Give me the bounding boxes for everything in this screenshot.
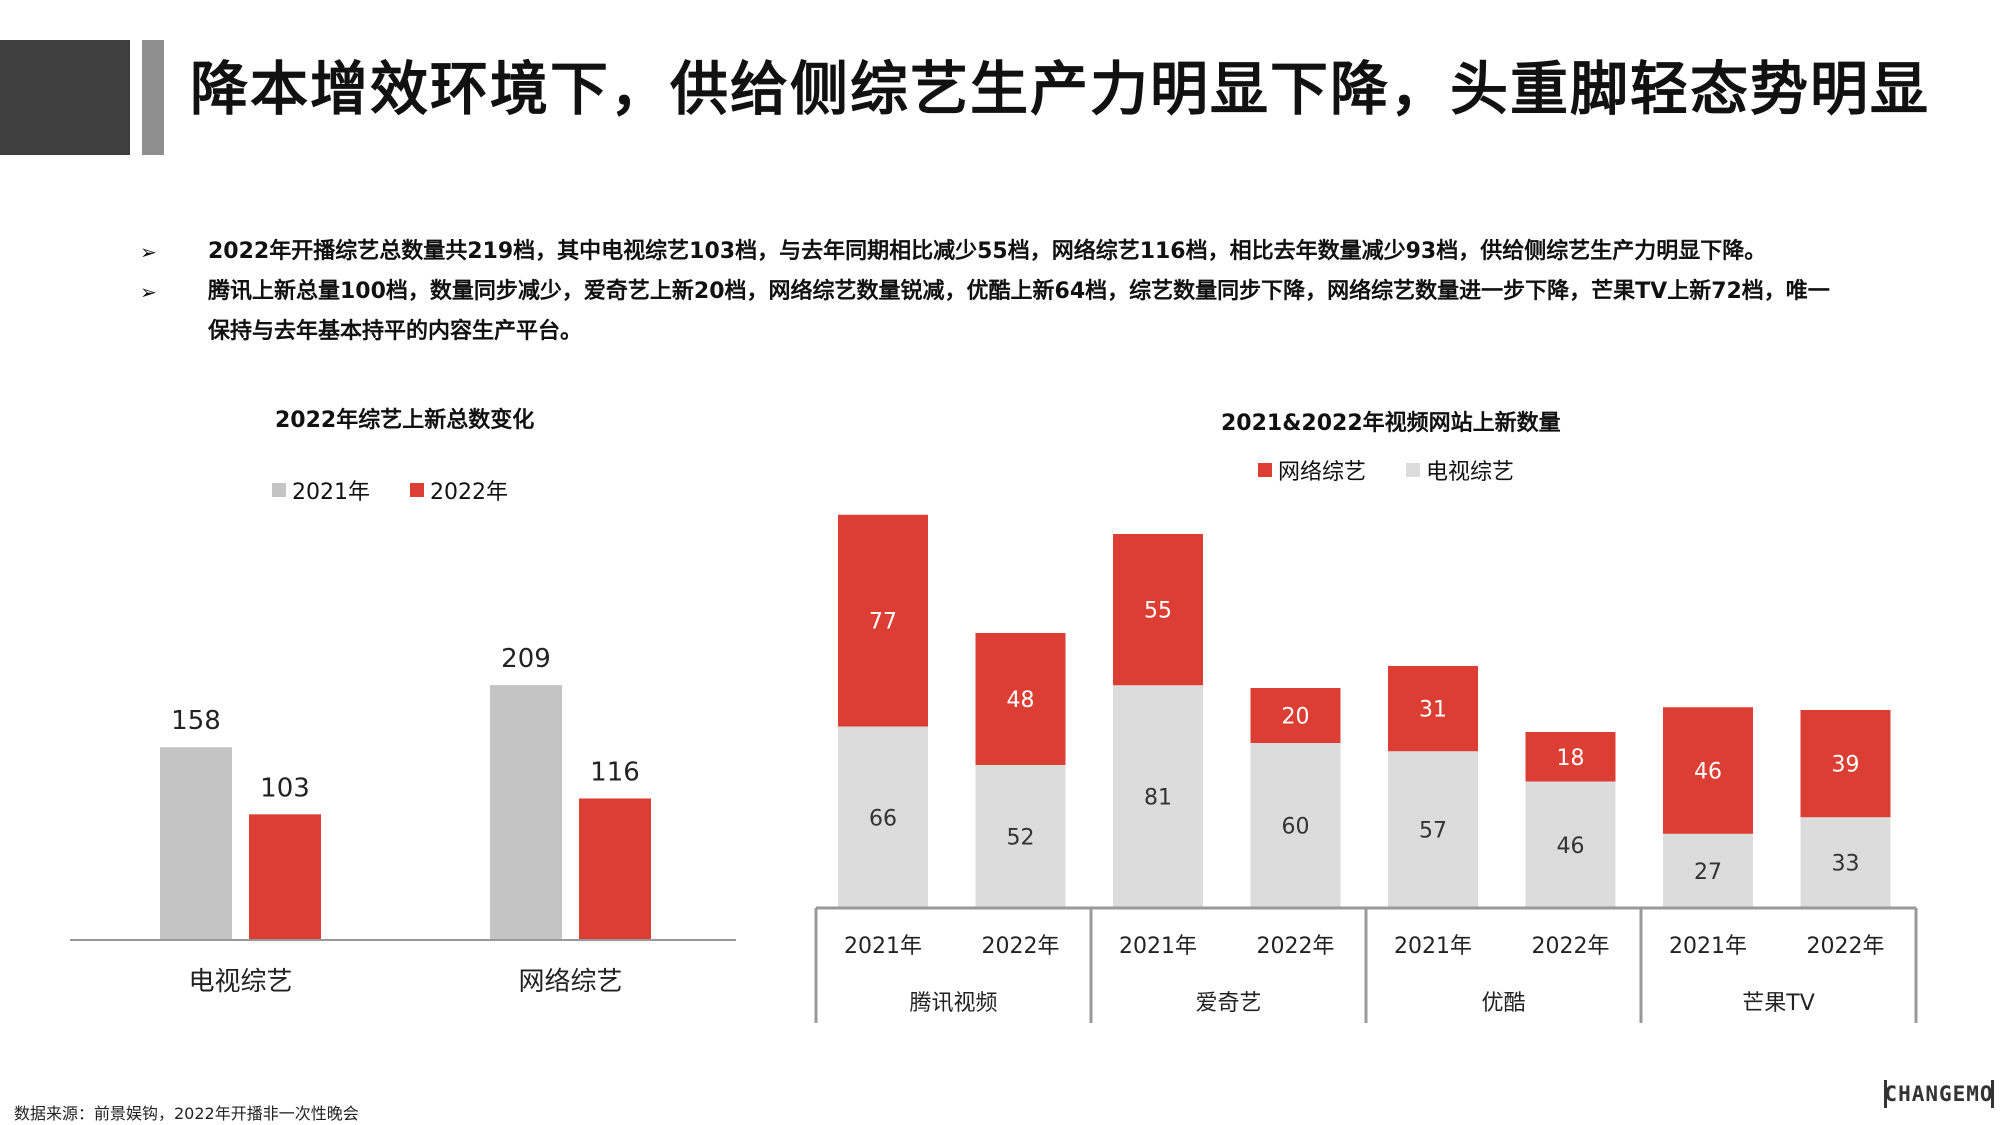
category-label: 网络综艺 <box>518 967 622 997</box>
data-source-note: 数据来源：前景娱钩，2022年开播非一次性晚会 <box>14 1104 359 1123</box>
page-title: 降本增效环境下，供给侧综艺生产力明显下降，头重脚轻态势明显 <box>190 55 1931 123</box>
legend-swatch-gray <box>272 483 286 497</box>
bullet-text: 腾讯上新总量100档，数量同步减少，爱奇艺上新20档，网络综艺数量锐减，优酷上新… <box>208 279 1830 344</box>
bar-tv <box>975 765 1066 908</box>
data-label: 20 <box>1282 705 1310 730</box>
bar <box>249 814 321 940</box>
category-label: 2021年 <box>1394 934 1472 959</box>
bar-network <box>1250 688 1341 743</box>
chart2-legend: 网络综艺 电视综艺 <box>1258 454 1554 486</box>
bullet-item: ➢ 腾讯上新总量100档，数量同步减少，爱奇艺上新20档，网络综艺数量锐减，优酷… <box>140 272 1840 352</box>
category-label: 2022年 <box>1532 934 1610 959</box>
arrow-bullet-icon: ➢ <box>140 280 157 304</box>
bullet-text: 2022年开播综艺总数量共219档，其中电视综艺103档，与去年同期相比减少55… <box>208 239 1767 264</box>
bar-tv <box>1663 833 1753 908</box>
bar <box>490 685 562 940</box>
data-label: 116 <box>590 757 640 787</box>
category-label: 2021年 <box>1119 934 1197 959</box>
bullet-list: ➢ 2022年开播综艺总数量共219档，其中电视综艺103档，与去年同期相比减少… <box>140 232 1840 352</box>
chart1-legend: 2021年 2022年 <box>272 474 548 506</box>
data-label: 77 <box>869 610 897 635</box>
legend-item-network: 网络综艺 <box>1258 454 1366 486</box>
brand-logo: CHANGEMO <box>1884 1080 1994 1108</box>
chart1-title: 2022年综艺上新总数变化 <box>275 408 535 433</box>
legend-item-2022: 2022年 <box>410 474 508 506</box>
data-label: 33 <box>1832 852 1860 877</box>
data-label: 66 <box>869 806 897 831</box>
group-label: 优酷 <box>1481 991 1525 1016</box>
data-label: 46 <box>1694 760 1722 785</box>
bar-tv <box>1113 685 1203 908</box>
bar-tv <box>1250 743 1341 908</box>
group-label: 芒果TV <box>1742 991 1815 1016</box>
data-label: 39 <box>1832 753 1860 778</box>
header-accent-bar <box>142 40 164 155</box>
data-label: 18 <box>1557 746 1585 771</box>
data-label: 158 <box>171 706 221 736</box>
data-label: 57 <box>1419 819 1447 844</box>
bar <box>579 798 651 940</box>
category-label: 电视综艺 <box>188 967 292 997</box>
bar-network <box>838 514 928 727</box>
bar-tv <box>1388 751 1478 908</box>
group-label: 腾讯视频 <box>909 991 997 1016</box>
data-label: 81 <box>1144 786 1172 811</box>
category-label: 2021年 <box>1669 934 1747 959</box>
legend-label: 网络综艺 <box>1278 460 1367 485</box>
bar <box>160 747 232 940</box>
bar-network <box>1113 534 1203 686</box>
data-label: 55 <box>1144 599 1172 624</box>
chart2-title: 2021&2022年视频网站上新数量 <box>1221 411 1561 436</box>
data-label: 103 <box>260 773 310 803</box>
legend-swatch-red <box>410 483 424 497</box>
arrow-bullet-icon: ➢ <box>140 240 157 264</box>
legend-label: 电视综艺 <box>1426 460 1515 485</box>
bar-network <box>1663 707 1753 834</box>
data-label: 60 <box>1282 815 1310 840</box>
bar-tv <box>838 726 928 908</box>
category-label: 2022年 <box>982 934 1060 959</box>
bar-network <box>975 633 1066 765</box>
bar-tv <box>1800 817 1891 908</box>
bar-tv <box>1525 781 1616 908</box>
legend-item-tv: 电视综艺 <box>1406 454 1514 486</box>
legend-label: 2022年 <box>430 480 508 505</box>
category-label: 2022年 <box>1807 934 1885 959</box>
header-dark-block <box>0 40 130 155</box>
data-label: 46 <box>1557 834 1585 859</box>
category-label: 2021年 <box>844 934 922 959</box>
bullet-item: ➢ 2022年开播综艺总数量共219档，其中电视综艺103档，与去年同期相比减少… <box>140 232 1840 272</box>
legend-swatch-gray <box>1406 463 1421 477</box>
data-label: 31 <box>1419 698 1447 723</box>
bar-network <box>1800 710 1891 818</box>
group-label: 爱奇艺 <box>1195 991 1261 1016</box>
data-label: 52 <box>1007 826 1035 851</box>
chart1-bar-chart: 158 103 电视综艺 209 116 网络综艺 <box>70 644 736 997</box>
bar-network <box>1388 666 1478 752</box>
category-label: 2022年 <box>1257 934 1335 959</box>
data-label: 27 <box>1694 860 1722 885</box>
bar-network <box>1525 732 1616 782</box>
legend-label: 2021年 <box>292 480 370 505</box>
data-label: 48 <box>1007 688 1035 713</box>
legend-item-2021: 2021年 <box>272 474 370 506</box>
legend-swatch-red <box>1258 463 1272 477</box>
data-label: 209 <box>501 644 551 674</box>
